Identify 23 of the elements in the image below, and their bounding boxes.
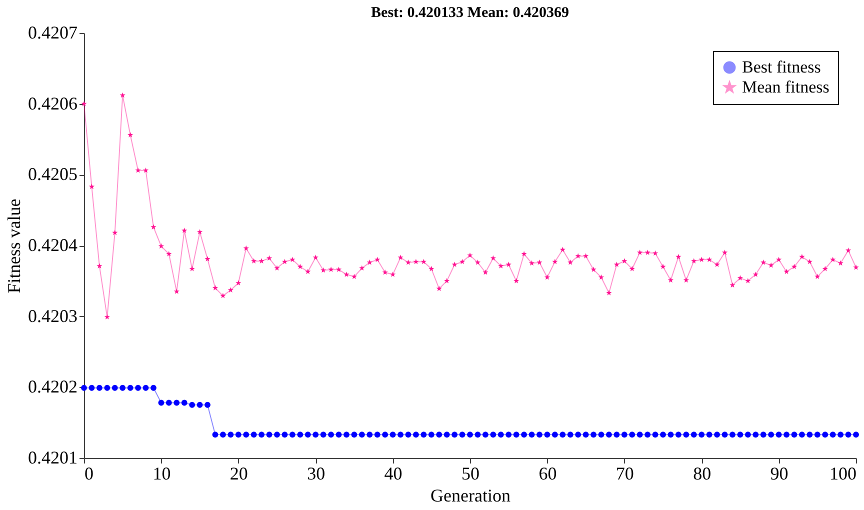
x-tick-label: 90 [770, 464, 788, 484]
x-tick-label: 50 [462, 464, 480, 484]
y-axis-title: Fitness value [4, 198, 24, 294]
legend-label: Best fitness [742, 58, 821, 76]
x-tick-label: 40 [384, 464, 402, 484]
x-tick-label: 30 [307, 464, 326, 484]
x-axis-title: Generation [430, 486, 510, 506]
chart-title: Best: 0.420133 Mean: 0.420369 [371, 5, 569, 21]
x-tick-label: 20 [230, 464, 248, 484]
x-tick-label: 10 [152, 464, 171, 484]
y-tick-label: 0.4202 [28, 376, 78, 397]
y-tick-label: 0.4204 [28, 235, 78, 255]
legend-label: Mean fitness [742, 78, 830, 96]
x-tick-label: 70 [616, 464, 634, 484]
y-tick-label: 0.4205 [28, 164, 78, 184]
y-tick-label: 0.4207 [28, 22, 78, 42]
x-tick-label: 0 [84, 464, 94, 484]
y-tick-label: 0.4206 [28, 93, 78, 114]
x-tick-label: 80 [693, 464, 712, 484]
x-tick-label: 60 [538, 464, 557, 484]
x-tick-label: 100 [830, 464, 856, 484]
y-tick-label: 0.4203 [28, 306, 78, 326]
y-tick-label: 0.4201 [28, 448, 78, 468]
